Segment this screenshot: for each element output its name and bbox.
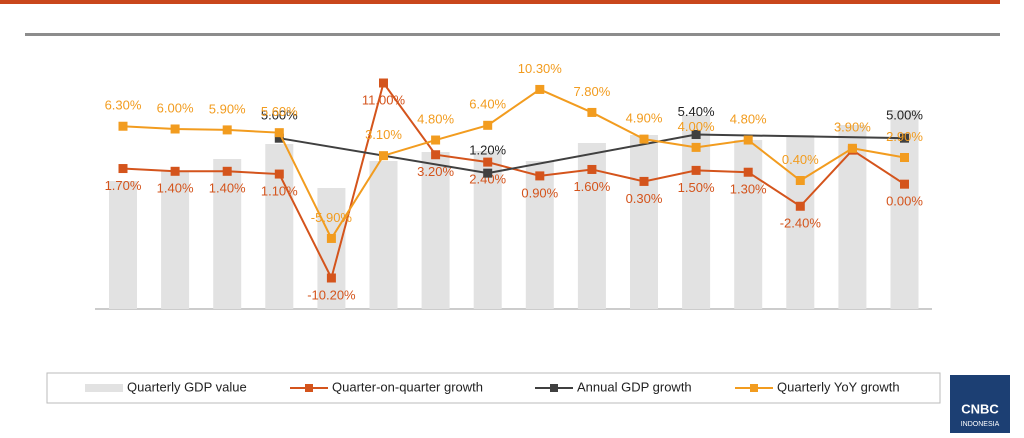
point-marker: [170, 124, 180, 134]
data-label: 6.40%: [469, 97, 506, 112]
point-marker: [743, 135, 753, 145]
data-label: 1.70%: [105, 178, 142, 193]
point-marker: [535, 84, 545, 94]
bar: [161, 171, 190, 309]
data-label: 6.30%: [105, 98, 142, 113]
point-marker: [847, 143, 857, 153]
data-label: 0.00%: [886, 194, 923, 209]
data-label: 1.20%: [469, 143, 506, 158]
logo: CNBC INDONESIA: [950, 375, 1010, 433]
bar: [890, 110, 919, 309]
bar: [734, 140, 763, 309]
point-marker: [535, 171, 545, 181]
point-marker: [483, 120, 493, 130]
data-label: 5.60%: [261, 104, 298, 119]
data-label: 0.40%: [782, 152, 819, 167]
data-label: 0.30%: [626, 191, 663, 206]
point-marker: [222, 166, 232, 176]
point-marker: [587, 107, 597, 117]
data-label: 3.90%: [834, 120, 871, 135]
data-label: 5.40%: [678, 104, 715, 119]
data-label: 7.80%: [573, 84, 610, 99]
point-marker: [743, 167, 753, 177]
data-label: 3.10%: [365, 127, 402, 142]
point-marker: [639, 176, 649, 186]
legend-swatch: [550, 384, 558, 392]
point-marker: [431, 135, 441, 145]
data-label: 4.00%: [678, 119, 715, 134]
data-label: -5.90%: [311, 210, 353, 225]
bar: [525, 161, 554, 309]
point-marker: [118, 164, 128, 174]
legend-swatch: [85, 384, 123, 392]
point-marker: [691, 130, 701, 140]
data-label: 6.00%: [157, 100, 194, 115]
legend-label: Annual GDP growth: [577, 379, 692, 394]
legend-swatch: [750, 384, 758, 392]
data-label: 11.00%: [362, 92, 406, 107]
data-label: -2.40%: [780, 216, 822, 231]
point-marker: [274, 133, 284, 143]
legend-swatch: [305, 384, 313, 392]
point-marker: [379, 78, 388, 88]
point-marker: [900, 153, 909, 163]
point-marker: [900, 179, 909, 189]
data-label: 3.20%: [417, 164, 454, 179]
point-marker: [274, 169, 284, 179]
legend-label: Quarterly GDP value: [127, 379, 247, 394]
data-label: 5.00%: [886, 108, 923, 123]
legend-label: Quarterly YoY growth: [777, 379, 900, 394]
data-label: -10.20%: [307, 287, 356, 302]
point-marker: [483, 168, 493, 178]
legend-label: Quarter-on-quarter growth: [332, 379, 483, 394]
bar: [265, 144, 294, 309]
point-marker: [691, 142, 701, 152]
data-label: 4.80%: [730, 111, 767, 126]
data-label: 1.40%: [157, 181, 194, 196]
series-line: [122, 88, 905, 241]
bar: [421, 152, 450, 309]
divider: [25, 33, 1000, 36]
point-marker: [900, 133, 909, 143]
point-marker: [587, 164, 597, 174]
point-marker: [118, 121, 128, 131]
legend: [46, 372, 941, 404]
point-marker: [691, 165, 701, 175]
bar: [109, 181, 137, 309]
data-label: 10.30%: [518, 61, 563, 76]
logo-name: CNBC: [961, 401, 999, 416]
data-label: 1.10%: [261, 183, 298, 198]
data-label: 4.90%: [626, 111, 663, 126]
point-marker: [379, 151, 388, 161]
point-marker: [326, 273, 336, 283]
point-marker: [222, 125, 232, 135]
data-label: 4.80%: [417, 111, 454, 126]
point-marker: [326, 233, 336, 243]
bar: [630, 135, 658, 309]
data-label: 5.90%: [209, 101, 246, 116]
top-rule: [0, 0, 1000, 4]
point-marker: [639, 134, 649, 144]
point-marker: [274, 128, 284, 138]
data-label: 1.60%: [573, 179, 610, 194]
point-marker: [795, 176, 805, 185]
bar: [786, 135, 815, 309]
point-marker: [170, 166, 180, 176]
data-label: 2.40%: [469, 172, 506, 187]
data-label: 2.90%: [886, 129, 923, 144]
bar: [369, 161, 398, 309]
point-marker: [431, 150, 441, 160]
data-label: 1.50%: [678, 180, 715, 195]
data-label: 1.40%: [209, 181, 246, 196]
bar: [317, 188, 346, 309]
point-marker: [483, 157, 493, 167]
logo-region: INDONESIA: [961, 421, 1000, 428]
data-label: 0.90%: [521, 185, 558, 200]
logo-bg: [950, 375, 1010, 433]
data-label: 5.00%: [261, 108, 298, 123]
data-label: 1.30%: [730, 182, 767, 197]
bar: [213, 159, 242, 309]
point-marker: [795, 201, 805, 211]
